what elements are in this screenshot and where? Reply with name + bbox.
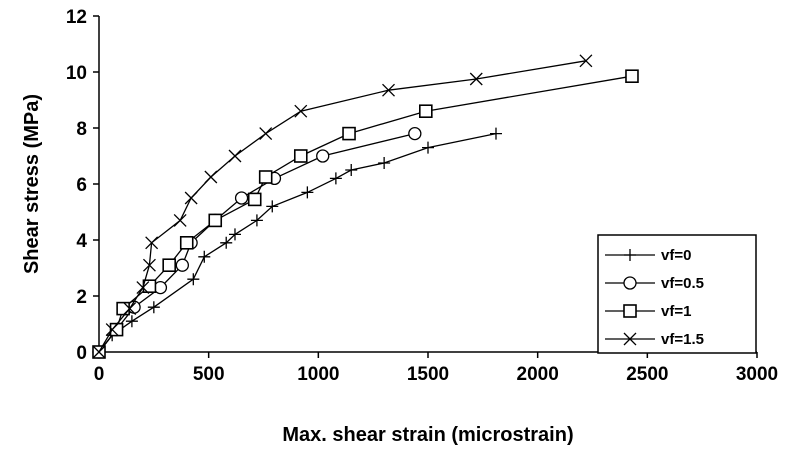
data-point xyxy=(116,301,130,316)
x-tick-label: 2000 xyxy=(517,364,559,385)
legend-marker xyxy=(623,304,637,318)
series-line xyxy=(98,60,587,353)
series-plus xyxy=(93,127,502,358)
series-square xyxy=(92,69,639,359)
data-point xyxy=(316,149,330,163)
data-point xyxy=(142,258,156,272)
data-point xyxy=(147,301,160,314)
series-circle xyxy=(92,126,422,359)
data-point xyxy=(184,191,198,205)
legend-item: vf=0 xyxy=(605,247,691,264)
data-point xyxy=(162,258,176,273)
data-point xyxy=(175,258,189,272)
y-axis-title: Shear stress (MPa) xyxy=(21,94,43,274)
data-point xyxy=(247,192,262,207)
legend: vf=0 vf=0.5 vf=1 vf=1.5 xyxy=(597,234,757,354)
y-tick-label: 6 xyxy=(76,175,87,196)
data-point xyxy=(198,250,211,263)
data-point xyxy=(469,72,483,86)
y-tick-label: 12 xyxy=(66,7,87,28)
x-tick-label: 3000 xyxy=(736,364,778,385)
series-layer xyxy=(92,54,639,359)
data-point xyxy=(294,104,308,118)
legend-label: vf=1.5 xyxy=(661,331,704,348)
series-line xyxy=(98,75,633,353)
data-point xyxy=(204,170,218,184)
data-point xyxy=(179,236,194,250)
data-point xyxy=(187,273,200,286)
data-point xyxy=(408,126,422,141)
x-tick-label: 0 xyxy=(94,364,105,385)
series-x xyxy=(92,54,593,359)
legend-item: vf=1.5 xyxy=(605,331,704,348)
data-point xyxy=(250,214,263,227)
data-point xyxy=(625,69,639,83)
legend-label: vf=1 xyxy=(661,303,691,320)
legend-item: vf=1 xyxy=(605,303,691,320)
legend-marker xyxy=(623,332,637,346)
y-tick-label: 2 xyxy=(76,287,87,308)
x-tick-label: 500 xyxy=(193,364,225,385)
data-point xyxy=(382,83,395,97)
axis-ticks: 0 500 1000 1500 2000 2500 3000 0 2 4 6 8 10 12 xyxy=(66,7,778,385)
data-point xyxy=(259,127,273,141)
data-point xyxy=(173,213,187,227)
x-tick-label: 2500 xyxy=(626,364,668,385)
legend-marker xyxy=(623,276,637,290)
x-tick-label: 1000 xyxy=(297,364,339,385)
y-tick-label: 0 xyxy=(76,343,87,364)
x-axis-title: Max. shear strain (microstrain) xyxy=(282,424,573,446)
data-point xyxy=(220,236,233,249)
data-point xyxy=(105,323,119,337)
data-point xyxy=(208,213,223,228)
data-point xyxy=(422,141,434,154)
legend-label: vf=0 xyxy=(661,247,691,264)
legend-marker xyxy=(624,249,636,261)
data-point xyxy=(579,54,593,68)
data-point xyxy=(378,157,391,169)
data-point xyxy=(234,191,249,205)
data-point xyxy=(293,149,308,163)
data-point xyxy=(258,170,273,184)
data-point xyxy=(123,302,137,316)
data-point xyxy=(125,315,138,328)
x-tick-label: 1500 xyxy=(407,364,449,385)
legend-label: vf=0.5 xyxy=(661,275,704,292)
legend-item: vf=0.5 xyxy=(605,275,704,292)
data-point xyxy=(342,126,356,141)
data-point xyxy=(419,104,433,118)
data-point xyxy=(266,200,279,213)
y-tick-label: 4 xyxy=(76,231,87,252)
data-point xyxy=(145,236,159,250)
data-point xyxy=(345,164,358,176)
data-point xyxy=(228,149,242,163)
y-tick-label: 8 xyxy=(76,119,87,140)
data-point xyxy=(489,127,502,140)
data-point xyxy=(301,186,314,199)
plot-area: 0 500 1000 1500 2000 2500 3000 0 2 4 6 8 10 12 xyxy=(66,7,778,385)
y-tick-label: 10 xyxy=(66,63,87,84)
data-point xyxy=(92,345,106,359)
data-point xyxy=(228,228,241,241)
series-line xyxy=(98,132,497,353)
data-point xyxy=(329,172,342,185)
data-point xyxy=(136,281,150,295)
